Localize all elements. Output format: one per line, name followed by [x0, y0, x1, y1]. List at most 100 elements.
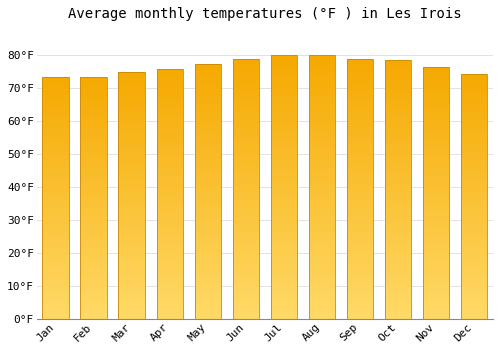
Bar: [156, 134, 183, 138]
Bar: [422, 294, 450, 297]
Bar: [460, 261, 487, 264]
Bar: [270, 111, 297, 115]
Bar: [42, 149, 69, 153]
Bar: [80, 134, 107, 137]
Bar: [118, 279, 145, 282]
Bar: [270, 283, 297, 286]
Bar: [346, 101, 374, 104]
Bar: [80, 228, 107, 231]
Bar: [80, 267, 107, 271]
Bar: [80, 149, 107, 153]
Bar: [232, 273, 259, 276]
Bar: [460, 224, 487, 227]
Bar: [118, 288, 145, 291]
Bar: [270, 286, 297, 289]
Bar: [460, 98, 487, 101]
Bar: [232, 189, 259, 192]
Bar: [42, 264, 69, 267]
Bar: [42, 83, 69, 86]
Bar: [270, 164, 297, 167]
Bar: [156, 97, 183, 100]
Bar: [346, 94, 374, 98]
Bar: [232, 179, 259, 182]
Bar: [422, 146, 450, 149]
Bar: [460, 267, 487, 270]
Bar: [118, 195, 145, 198]
Bar: [42, 273, 69, 276]
Bar: [384, 219, 411, 222]
Bar: [422, 193, 450, 196]
Bar: [308, 250, 335, 253]
Bar: [384, 232, 411, 235]
Bar: [232, 62, 259, 65]
Bar: [270, 293, 297, 296]
Bar: [194, 230, 221, 233]
Bar: [270, 134, 297, 138]
Bar: [232, 299, 259, 303]
Bar: [194, 64, 221, 67]
Bar: [232, 270, 259, 273]
Bar: [308, 102, 335, 105]
Bar: [118, 146, 145, 149]
Bar: [422, 303, 450, 306]
Bar: [194, 258, 221, 261]
Bar: [384, 271, 411, 274]
Bar: [308, 233, 335, 237]
Bar: [80, 258, 107, 261]
Bar: [156, 106, 183, 109]
Bar: [42, 271, 69, 273]
Bar: [384, 277, 411, 280]
Bar: [270, 121, 297, 125]
Bar: [308, 210, 335, 214]
Bar: [232, 85, 259, 88]
Bar: [80, 271, 107, 273]
Bar: [42, 286, 69, 289]
Bar: [118, 177, 145, 180]
Bar: [42, 80, 69, 83]
Bar: [156, 294, 183, 297]
Bar: [80, 201, 107, 204]
Bar: [460, 147, 487, 150]
Bar: [156, 256, 183, 259]
Bar: [346, 82, 374, 85]
Bar: [118, 183, 145, 186]
Bar: [308, 82, 335, 85]
Bar: [80, 219, 107, 222]
Bar: [308, 128, 335, 131]
Bar: [80, 86, 107, 89]
Bar: [422, 306, 450, 309]
Bar: [384, 138, 411, 141]
Bar: [270, 154, 297, 158]
Bar: [422, 234, 450, 237]
Bar: [42, 107, 69, 110]
Bar: [118, 124, 145, 127]
Bar: [384, 64, 411, 67]
Bar: [80, 110, 107, 113]
Bar: [308, 240, 335, 243]
Bar: [270, 138, 297, 141]
Bar: [194, 134, 221, 137]
Bar: [384, 193, 411, 196]
Bar: [346, 160, 374, 163]
Bar: [346, 267, 374, 270]
Bar: [384, 235, 411, 238]
Bar: [80, 153, 107, 155]
Bar: [460, 110, 487, 113]
Bar: [42, 170, 69, 174]
Bar: [384, 280, 411, 284]
Bar: [460, 301, 487, 303]
Bar: [156, 153, 183, 156]
Bar: [42, 222, 69, 225]
Bar: [232, 205, 259, 208]
Bar: [194, 89, 221, 92]
Bar: [422, 237, 450, 240]
Bar: [118, 131, 145, 134]
Bar: [156, 100, 183, 103]
Bar: [270, 240, 297, 243]
Bar: [460, 211, 487, 215]
Bar: [308, 316, 335, 319]
Bar: [460, 132, 487, 135]
Bar: [194, 115, 221, 118]
Bar: [42, 195, 69, 198]
Bar: [346, 192, 374, 195]
